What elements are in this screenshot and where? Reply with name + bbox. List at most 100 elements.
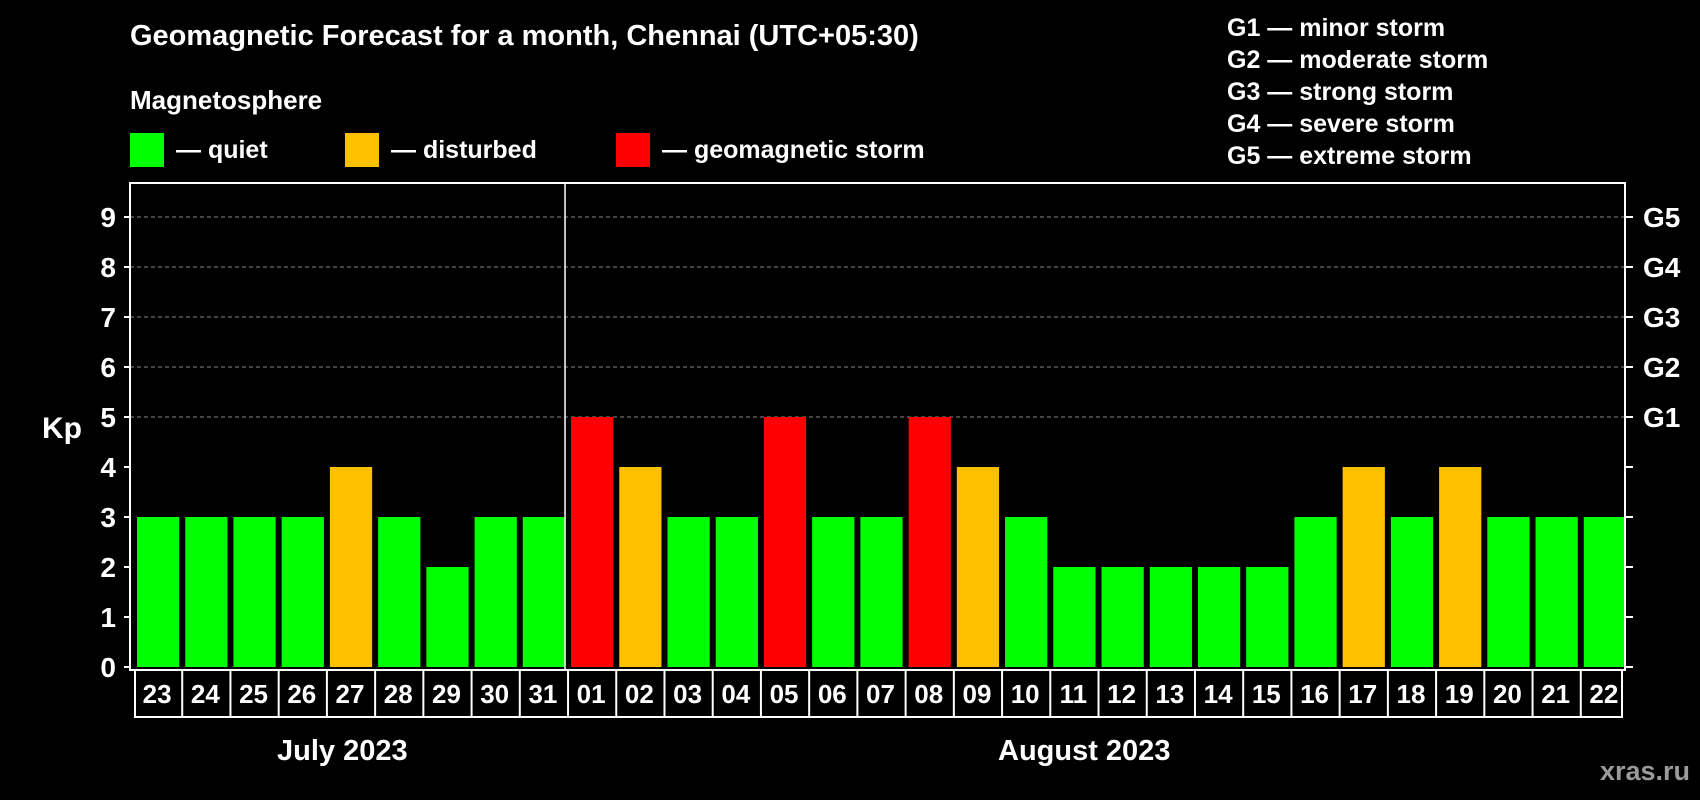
bar-23: [137, 517, 180, 667]
bar-16: [1294, 517, 1337, 667]
y-tick-label: 6: [100, 352, 116, 383]
date-label-01: 01: [577, 679, 606, 709]
bar-01: [571, 417, 614, 667]
date-label-25: 25: [239, 679, 268, 709]
legend-storm: — geomagnetic storm: [616, 133, 925, 167]
y-tick-label: 8: [100, 252, 116, 283]
bar-02: [619, 467, 662, 667]
bar-13: [1149, 567, 1192, 667]
y-tick-label: 2: [100, 552, 116, 583]
date-label-14: 14: [1204, 679, 1233, 709]
date-label-06: 06: [818, 679, 847, 709]
date-row-frame: [134, 669, 1623, 718]
month-label-july: July 2023: [277, 735, 408, 767]
bar-15: [1246, 567, 1289, 667]
y-tick-label: 3: [100, 502, 116, 533]
date-label-26: 26: [287, 679, 316, 709]
legend-disturbed-swatch: [345, 133, 379, 167]
bar-21: [1535, 517, 1578, 667]
date-label-16: 16: [1300, 679, 1329, 709]
g-scale-item: G2 — moderate storm: [1227, 46, 1489, 74]
y-tick-label: 0: [100, 652, 116, 683]
g-scale-item: G1 — minor storm: [1227, 14, 1446, 42]
chart-title: Geomagnetic Forecast for a month, Chenna…: [130, 20, 919, 52]
date-label-11: 11: [1060, 679, 1088, 709]
g-level-label: G3: [1643, 302, 1680, 333]
bar-26: [281, 517, 324, 667]
bar-30: [474, 517, 517, 667]
g-scale-item: G3 — strong storm: [1227, 78, 1454, 106]
bar-18: [1390, 517, 1434, 667]
date-label-19: 19: [1445, 679, 1474, 709]
date-label-27: 27: [336, 679, 365, 709]
legend-quiet-label: — quiet: [176, 135, 268, 164]
g-level-label: G2: [1643, 352, 1680, 383]
date-label-30: 30: [480, 679, 509, 709]
date-label-17: 17: [1348, 679, 1377, 709]
g-level-label: G5: [1643, 202, 1680, 233]
legend-storm-label: — geomagnetic storm: [662, 135, 925, 164]
bar-31: [522, 517, 566, 667]
bar-24: [185, 517, 228, 667]
date-label-13: 13: [1155, 679, 1184, 709]
date-label-31: 31: [528, 679, 557, 709]
g-level-label: G1: [1643, 402, 1680, 433]
date-label-28: 28: [384, 679, 413, 709]
bar-14: [1197, 567, 1241, 667]
date-label-05: 05: [770, 679, 799, 709]
bar-28: [378, 517, 421, 667]
bars: [137, 417, 1626, 667]
bar-03: [667, 517, 710, 667]
bar-10: [1005, 517, 1048, 667]
y-tick-label: 1: [100, 602, 116, 633]
bar-11: [1053, 567, 1096, 667]
legend-quiet: — quiet: [130, 133, 268, 167]
bar-22: [1583, 517, 1626, 667]
bar-20: [1487, 517, 1530, 667]
g-level-label: G4: [1643, 252, 1681, 283]
date-label-12: 12: [1107, 679, 1136, 709]
legend-storm-swatch: [616, 133, 650, 167]
date-label-09: 09: [962, 679, 991, 709]
date-label-04: 04: [721, 679, 750, 709]
bar-09: [956, 467, 1000, 667]
site-watermark: xras.ru: [1599, 756, 1690, 786]
y-axis-title: Kp: [42, 412, 82, 445]
y-tick-label: 7: [100, 302, 116, 333]
date-label-08: 08: [914, 679, 943, 709]
date-label-20: 20: [1493, 679, 1522, 709]
bar-05: [763, 417, 807, 667]
g-scale-item: G4 — severe storm: [1227, 110, 1455, 138]
magnetosphere-label: Magnetosphere: [130, 85, 323, 115]
bar-27: [329, 467, 373, 667]
bar-08: [908, 417, 951, 667]
axes: [124, 182, 1633, 718]
g-scale-item: G5 — extreme storm: [1227, 142, 1472, 170]
date-label-03: 03: [673, 679, 702, 709]
bar-17: [1342, 467, 1385, 667]
date-label-29: 29: [432, 679, 461, 709]
month-label-august: August 2023: [998, 735, 1171, 767]
bar-07: [860, 517, 903, 667]
g-scale-legend: G1 — minor storm G2 — moderate storm G3 …: [1227, 12, 1488, 172]
y-tick-label: 9: [100, 202, 116, 233]
bar-12: [1101, 567, 1144, 667]
date-label-07: 07: [866, 679, 895, 709]
grid-lines: [130, 216, 1625, 418]
bar-29: [426, 567, 469, 667]
legend-disturbed: — disturbed: [345, 133, 537, 167]
date-label-24: 24: [191, 679, 220, 709]
bar-06: [812, 517, 855, 667]
bar-04: [715, 517, 758, 667]
bar-25: [233, 517, 276, 667]
y-tick-label: 5: [100, 402, 116, 433]
date-label-23: 23: [143, 679, 172, 709]
bar-19: [1439, 467, 1482, 667]
date-label-15: 15: [1252, 679, 1281, 709]
date-label-21: 21: [1541, 679, 1570, 709]
date-label-10: 10: [1011, 679, 1040, 709]
date-label-22: 22: [1589, 679, 1618, 709]
legend-quiet-swatch: [130, 133, 164, 167]
